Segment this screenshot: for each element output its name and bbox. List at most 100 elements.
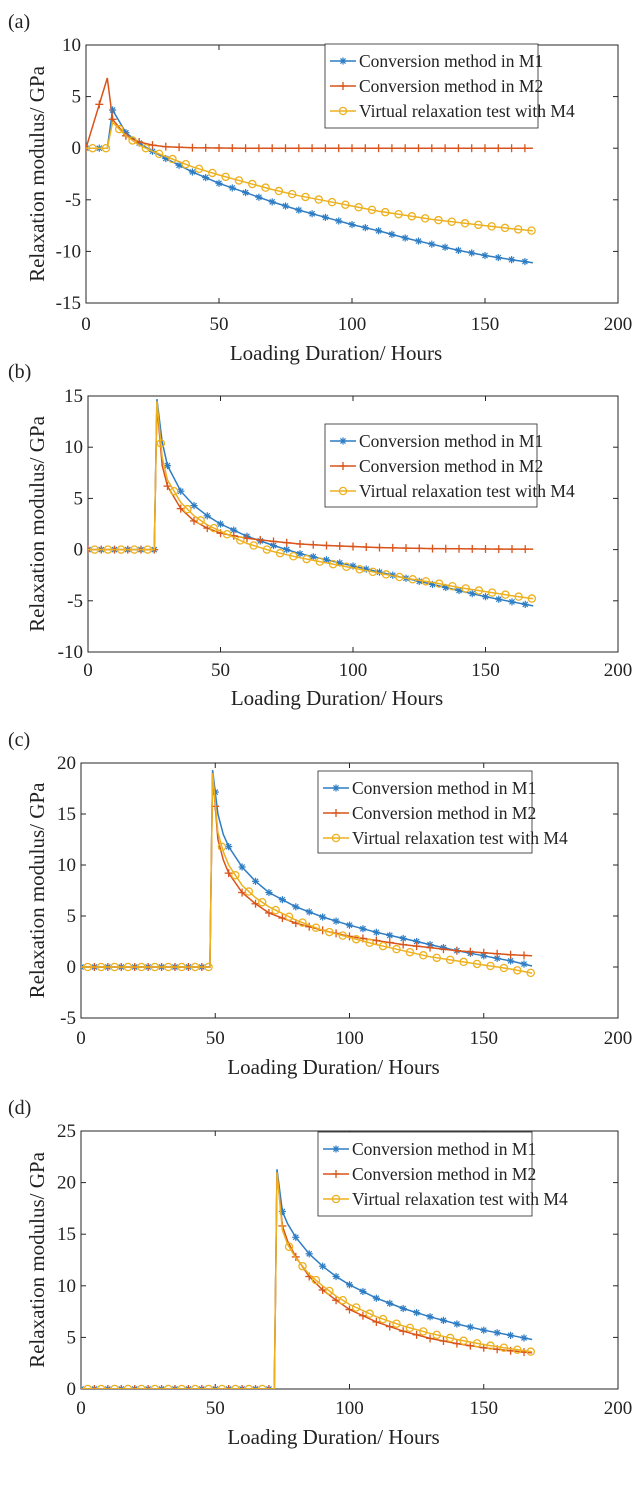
- series-1-marker: [255, 193, 263, 201]
- series-1-marker: [520, 960, 528, 968]
- series-2-marker: [508, 545, 516, 554]
- series-3-marker-shape: [474, 220, 483, 230]
- series-3-marker-shape: [486, 961, 495, 971]
- series-1-marker-ray: [88, 548, 91, 553]
- series-3-marker-shape: [447, 217, 456, 226]
- series-3-marker-shape: [395, 572, 404, 582]
- series-2-marker: [224, 1385, 233, 1389]
- series-3-marker-shape: [143, 545, 152, 554]
- series-1-marker-ray: [107, 1386, 111, 1389]
- series-2-marker: [467, 144, 476, 153]
- x-tick-label: 50: [206, 1398, 225, 1419]
- legend: Conversion method in M1 Conversion method…: [324, 43, 575, 129]
- series-2-marker: [387, 144, 396, 153]
- series-2-marker: [439, 1337, 448, 1346]
- series-3-marker: [499, 963, 509, 973]
- chart-panel-d: (d) 0 50 100 150 200 0 5 10 15 20 25 Loading Duratio…: [8, 1097, 632, 1449]
- series-1-marker-ray: [242, 189, 249, 196]
- series-2-marker: [426, 1334, 435, 1343]
- series-3-marker-shape: [128, 136, 137, 145]
- series-3-marker: [338, 1295, 348, 1305]
- series-3-marker-shape: [116, 545, 126, 554]
- series-1-marker: [109, 106, 117, 114]
- series-1-marker-ray: [239, 864, 246, 871]
- series-2-marker: [103, 1385, 112, 1389]
- series-1-marker: [508, 598, 516, 606]
- legend-swatch-marker-ray: [333, 1146, 339, 1152]
- series-1-marker: [163, 462, 172, 470]
- series-2-marker: [441, 144, 450, 153]
- legend-entry-label: Conversion method in M2: [352, 803, 536, 823]
- series-3-marker-shape: [499, 1343, 509, 1352]
- series-3-marker: [392, 1319, 401, 1328]
- series-2-marker: [385, 1322, 394, 1331]
- series-1-marker: [414, 237, 423, 245]
- series-3-marker: [150, 962, 160, 972]
- series-line-3: [88, 401, 534, 600]
- series-3-marker: [381, 570, 391, 579]
- series-1-marker-ray: [386, 1300, 393, 1307]
- series-3-marker-shape: [432, 953, 442, 963]
- series-3-marker-shape: [249, 541, 258, 550]
- series-2-marker: [281, 144, 290, 153]
- series-1-marker: [292, 1233, 300, 1241]
- series-1-marker-ray: [227, 1386, 232, 1389]
- series-1-marker-ray: [335, 217, 342, 224]
- series-1-marker-ray: [133, 1386, 138, 1389]
- series-1-marker-ray: [507, 1332, 514, 1339]
- series-1-marker-ray: [362, 224, 369, 231]
- y-tick-label: 20: [57, 1173, 76, 1194]
- series-3-marker-shape: [434, 579, 444, 588]
- series-2-marker: [243, 534, 251, 543]
- series-3-marker-shape: [96, 1384, 106, 1389]
- series-3-marker: [445, 955, 455, 965]
- series-1-marker-ray: [494, 955, 501, 962]
- series-1-marker-ray: [323, 556, 330, 563]
- series-3-marker: [222, 529, 232, 539]
- series-1-marker-ray: [522, 601, 529, 608]
- series-1-marker: [468, 590, 476, 598]
- series-3-marker: [217, 1384, 227, 1389]
- x-tick-label: 0: [76, 1028, 86, 1049]
- series-2-marker: [375, 543, 384, 552]
- series-1-marker-ray: [88, 546, 91, 551]
- series-1-marker-ray: [440, 1317, 447, 1324]
- legend-entry-label: Conversion method in M2: [359, 456, 543, 476]
- series-1-marker: [321, 213, 329, 221]
- series-1-marker: [295, 206, 303, 214]
- series-1-marker-ray: [494, 1329, 501, 1336]
- series-3-marker-shape: [236, 536, 245, 545]
- series-1-marker-ray: [252, 878, 259, 885]
- series-3-marker: [249, 541, 258, 550]
- series-1-marker-ray: [495, 596, 502, 603]
- series-3-marker: [527, 594, 537, 603]
- legend-entry-label: Virtual relaxation test with M4: [352, 828, 568, 848]
- series-1-marker: [319, 913, 327, 921]
- series-3-marker-shape: [461, 584, 470, 593]
- series-1-marker-ray: [373, 1295, 380, 1302]
- series-group: [81, 1169, 535, 1389]
- series-1-marker-ray: [349, 221, 355, 228]
- series-group: [81, 770, 535, 978]
- series-1-marker: [386, 1299, 394, 1307]
- series-3-marker-shape: [271, 905, 280, 915]
- y-tick-label: -10: [56, 241, 81, 262]
- series-3-marker: [274, 186, 284, 196]
- series-1-marker-ray: [225, 1386, 230, 1389]
- series-3-marker-shape: [314, 195, 323, 204]
- series-1-marker: [507, 1331, 515, 1339]
- series-3-marker: [526, 968, 535, 978]
- series-3-marker-shape: [110, 1384, 119, 1389]
- series-1-marker-ray: [212, 1386, 217, 1389]
- series-2-marker: [479, 948, 488, 957]
- series-3-marker-shape: [164, 962, 173, 972]
- series-3-marker: [116, 545, 126, 554]
- series-3-marker: [434, 579, 444, 588]
- series-1-marker-ray: [453, 1321, 460, 1327]
- y-axis-label: Relaxation modulus/ GPa: [25, 415, 49, 631]
- series-2-marker: [361, 144, 370, 153]
- series-3-marker: [487, 588, 497, 597]
- series-2-marker: [374, 144, 383, 153]
- series-2-marker: [349, 542, 357, 551]
- series-3-marker-shape: [459, 1336, 468, 1346]
